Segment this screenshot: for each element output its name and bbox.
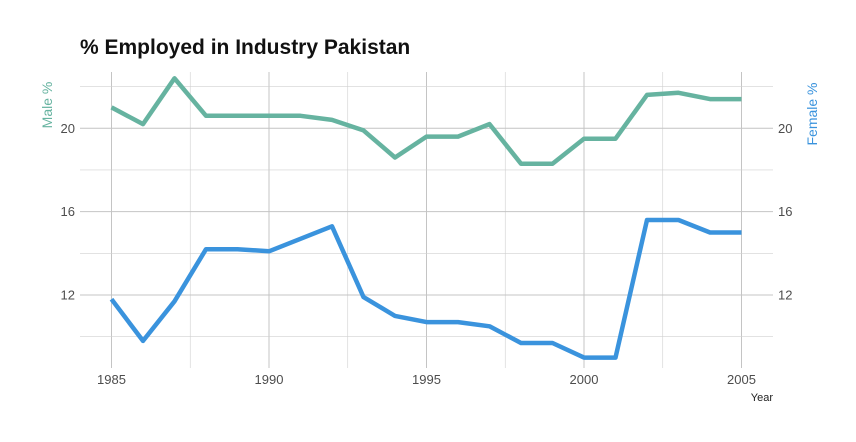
x-tick-label: 1995	[412, 372, 441, 387]
y-right-tick-label: 16	[778, 204, 792, 219]
chart-title: % Employed in Industry Pakistan	[80, 36, 411, 59]
x-tick-label: 1985	[97, 372, 126, 387]
y-axis-right-title: Female %	[804, 82, 820, 145]
y-left-tick-label: 20	[61, 121, 75, 136]
tick-labels: 1985 1990 1995 2000 2005 12 16 20 12 16 20	[61, 121, 793, 387]
y-left-tick-label: 16	[61, 204, 75, 219]
x-tick-label: 2000	[570, 372, 599, 387]
x-tick-label: 1990	[255, 372, 284, 387]
x-axis-title: Year	[751, 392, 774, 404]
y-right-tick-label: 20	[778, 121, 792, 136]
y-left-tick-label: 12	[61, 288, 75, 303]
series-line-female	[109, 217, 742, 360]
y-right-tick-label: 12	[778, 288, 792, 303]
series-layer	[109, 76, 742, 360]
series-line-male	[110, 76, 742, 166]
y-axis-left-title: Male %	[39, 82, 55, 129]
x-tick-label: 2005	[727, 372, 756, 387]
